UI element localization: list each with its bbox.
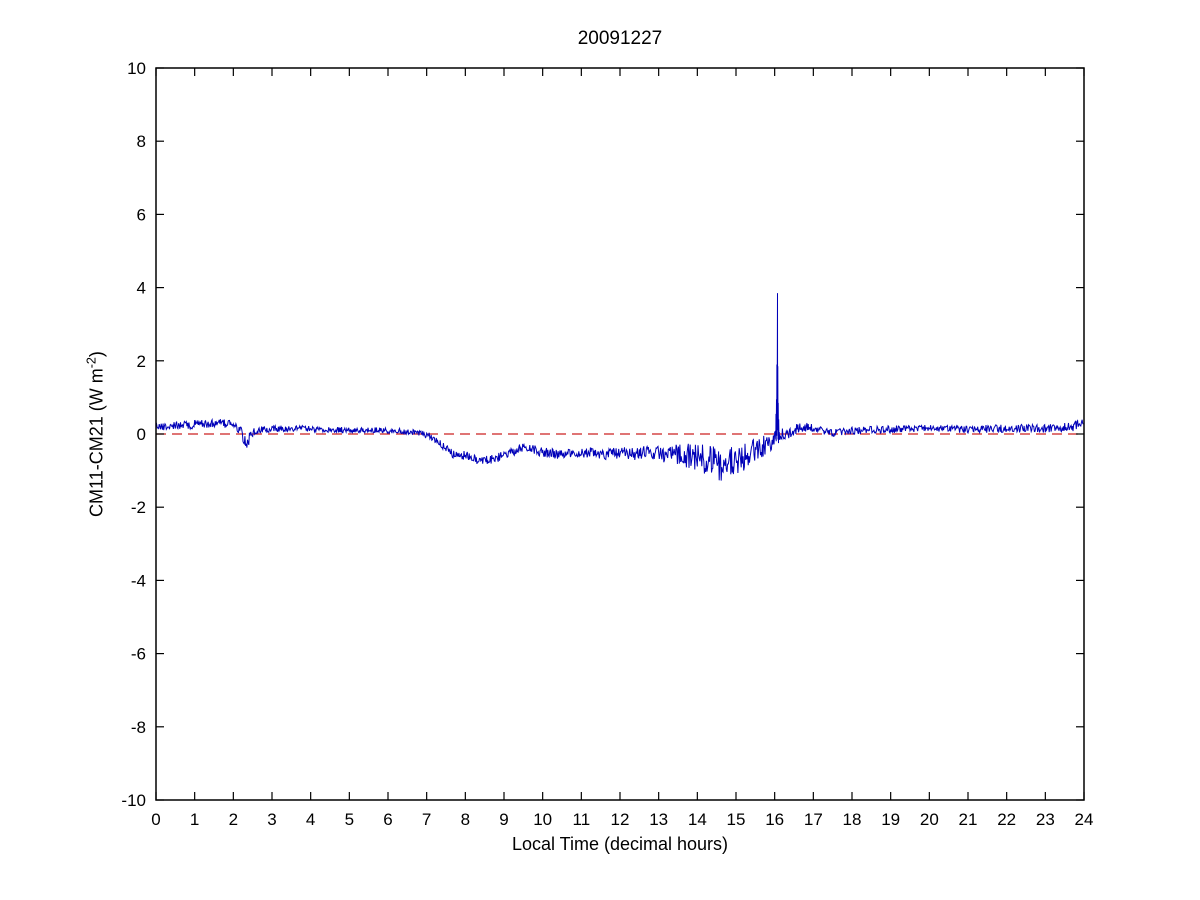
x-tick-label: 12 bbox=[611, 810, 630, 829]
x-tick-label: 22 bbox=[997, 810, 1016, 829]
x-axis-label: Local Time (decimal hours) bbox=[511, 834, 729, 854]
x-tick-label: 5 bbox=[345, 810, 354, 829]
x-tick-label: 15 bbox=[727, 810, 746, 829]
x-tick-label: 21 bbox=[959, 810, 978, 829]
x-tick-label: 23 bbox=[1036, 810, 1055, 829]
x-tick-label: 4 bbox=[306, 810, 315, 829]
y-tick-label: 4 bbox=[137, 279, 146, 298]
y-tick-label: 8 bbox=[137, 132, 146, 151]
x-tick-label: 16 bbox=[765, 810, 784, 829]
x-tick-label: 0 bbox=[151, 810, 160, 829]
y-tick-label: -6 bbox=[131, 645, 146, 664]
x-tick-label: 13 bbox=[649, 810, 668, 829]
chart-title: 20091227 bbox=[577, 28, 663, 49]
x-tick-label: 20 bbox=[920, 810, 939, 829]
y-tick-label: -2 bbox=[131, 498, 146, 517]
x-tick-label: 9 bbox=[499, 810, 508, 829]
y-tick-label: 0 bbox=[137, 425, 146, 444]
x-tick-label: 11 bbox=[573, 810, 591, 829]
y-tick-label: 10 bbox=[127, 59, 146, 78]
x-tick-label: 8 bbox=[461, 810, 470, 829]
x-tick-label: 24 bbox=[1075, 810, 1094, 829]
x-tick-label: 14 bbox=[688, 810, 707, 829]
y-tick-label: -4 bbox=[131, 571, 146, 590]
x-tick-label: 18 bbox=[843, 810, 862, 829]
x-tick-label: 3 bbox=[267, 810, 276, 829]
x-tick-label: 19 bbox=[881, 810, 900, 829]
x-tick-label: 6 bbox=[383, 810, 392, 829]
x-tick-label: 10 bbox=[533, 810, 552, 829]
y-tick-label: -10 bbox=[121, 791, 146, 810]
x-tick-label: 17 bbox=[804, 810, 823, 829]
x-tick-label: 1 bbox=[190, 810, 199, 829]
y-tick-label: 6 bbox=[137, 205, 146, 224]
series-line bbox=[155, 293, 1084, 481]
y-tick-label: -8 bbox=[131, 718, 146, 737]
y-tick-label: 2 bbox=[137, 352, 146, 371]
x-tick-label: 2 bbox=[229, 810, 238, 829]
x-tick-label: 7 bbox=[422, 810, 431, 829]
